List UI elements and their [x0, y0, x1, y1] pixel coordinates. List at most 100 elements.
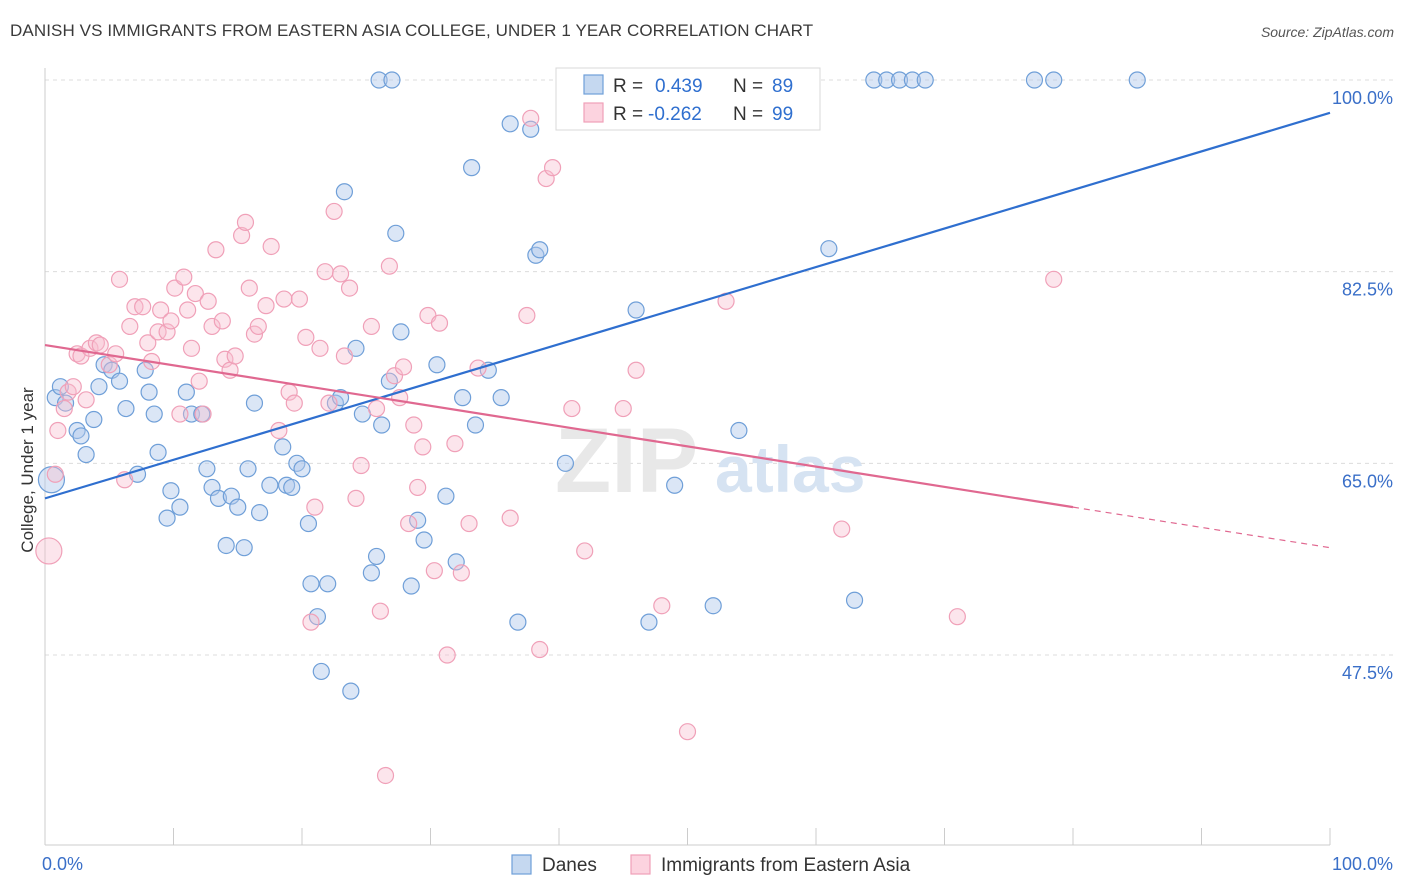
danes-point — [140, 383, 158, 401]
legend-swatch-immigrants — [583, 102, 604, 123]
immigrants-point — [948, 608, 966, 626]
danes-point — [77, 445, 95, 464]
immigrants-point — [152, 301, 170, 319]
bottom-legend-label-immigrants: Immigrants from Eastern Asia — [661, 855, 911, 876]
y-axis-label: College, Under 1 year — [18, 387, 37, 553]
danes-point — [239, 460, 257, 478]
immigrants-point — [233, 226, 251, 245]
immigrants-point — [576, 542, 594, 560]
legend-n-value-1: 89 — [772, 76, 793, 97]
legend-r-value-1: 0.439 — [655, 76, 703, 97]
immigrants-point — [199, 292, 217, 310]
legend-n-value-2: 99 — [772, 104, 793, 125]
immigrants-point — [186, 284, 204, 303]
bottom-legend-label-danes: Danes — [542, 855, 597, 876]
danes-point — [903, 71, 921, 89]
immigrants-point — [257, 297, 275, 315]
danes-point — [72, 427, 90, 445]
immigrants-point — [64, 378, 82, 396]
immigrants-trend-line — [44, 343, 1074, 509]
immigrants-trend-extension — [1072, 506, 1331, 549]
danes-point — [90, 378, 108, 396]
immigrants-point — [46, 465, 64, 483]
y-tick-label: 65.0% — [1342, 471, 1393, 491]
trend-lines — [44, 111, 1331, 549]
danes-point — [409, 511, 427, 529]
immigrants-point — [91, 336, 109, 354]
immigrants-point — [347, 489, 365, 507]
immigrants-point — [77, 391, 95, 409]
immigrants-point — [49, 421, 67, 440]
danes-point — [177, 383, 195, 401]
immigrants-point — [297, 328, 315, 346]
immigrants-point — [175, 268, 193, 286]
immigrants-point — [121, 317, 139, 336]
chart-source: Source: ZipAtlas.com — [1260, 24, 1394, 40]
danes-point — [1128, 71, 1146, 89]
immigrants-point — [162, 312, 180, 330]
immigrants-point — [55, 399, 73, 418]
danes-point — [392, 323, 410, 341]
danes-point — [235, 539, 253, 557]
danes-point — [245, 394, 264, 412]
immigrants-point — [414, 438, 432, 456]
immigrants-point — [302, 613, 320, 631]
immigrants-point — [833, 520, 851, 538]
immigrants-point — [207, 241, 225, 259]
danes-point — [56, 394, 75, 412]
immigrants-point — [149, 323, 167, 341]
danes-point — [149, 443, 167, 461]
immigrants-point — [311, 339, 329, 357]
immigrants-point — [100, 356, 118, 374]
x-tick-label: 0.0% — [42, 854, 83, 874]
danes-point — [820, 240, 838, 258]
immigrants-point — [531, 640, 549, 659]
immigrants-point — [385, 367, 404, 385]
immigrants-point — [110, 270, 129, 288]
immigrants-point — [452, 564, 470, 582]
danes-point — [229, 498, 247, 516]
immigrants-point — [35, 537, 63, 565]
danes-point — [283, 478, 301, 497]
danes-point — [501, 115, 519, 133]
danes-point — [556, 454, 575, 472]
danes-point — [171, 498, 189, 516]
danes-point — [261, 476, 279, 494]
legend-r-label-2: R = — [613, 104, 643, 125]
immigrants-point — [134, 298, 152, 316]
immigrants-point — [380, 257, 398, 275]
danes-point — [704, 597, 722, 615]
danes-point — [492, 389, 510, 407]
immigrants-point — [352, 456, 370, 475]
danes-point — [730, 421, 748, 440]
immigrants-point — [394, 358, 413, 376]
immigrants-point — [203, 317, 221, 336]
watermark-zip: ZIP — [555, 410, 698, 512]
watermark: ZIP atlas — [555, 410, 865, 512]
immigrants-point — [522, 109, 540, 127]
immigrants-point — [158, 323, 176, 341]
chart-title: DANISH VS IMMIGRANTS FROM EASTERN ASIA C… — [10, 21, 814, 40]
danes-point — [319, 575, 337, 593]
danes-point — [916, 71, 934, 89]
immigrants-point — [213, 312, 231, 330]
danes-point — [865, 71, 883, 89]
immigrants-point — [543, 159, 562, 177]
danes-point — [373, 416, 391, 434]
danes-point — [428, 356, 446, 374]
danes-point — [335, 183, 354, 201]
immigrants-point — [371, 602, 389, 620]
danes-point — [466, 416, 485, 434]
danes-point — [250, 504, 269, 522]
legend-n-label-2: N = — [733, 104, 763, 125]
immigrants-point — [563, 399, 581, 418]
immigrants-point — [316, 263, 334, 281]
immigrants-point — [262, 237, 280, 256]
danes-point — [509, 613, 527, 631]
immigrants-point — [331, 265, 350, 283]
danes-point — [145, 405, 163, 423]
immigrants-point — [306, 498, 324, 516]
x-tick-label: 100.0% — [1332, 854, 1393, 874]
bottom-legend-swatch-immigrants — [630, 854, 651, 875]
y-tick-label: 82.5% — [1342, 280, 1393, 300]
